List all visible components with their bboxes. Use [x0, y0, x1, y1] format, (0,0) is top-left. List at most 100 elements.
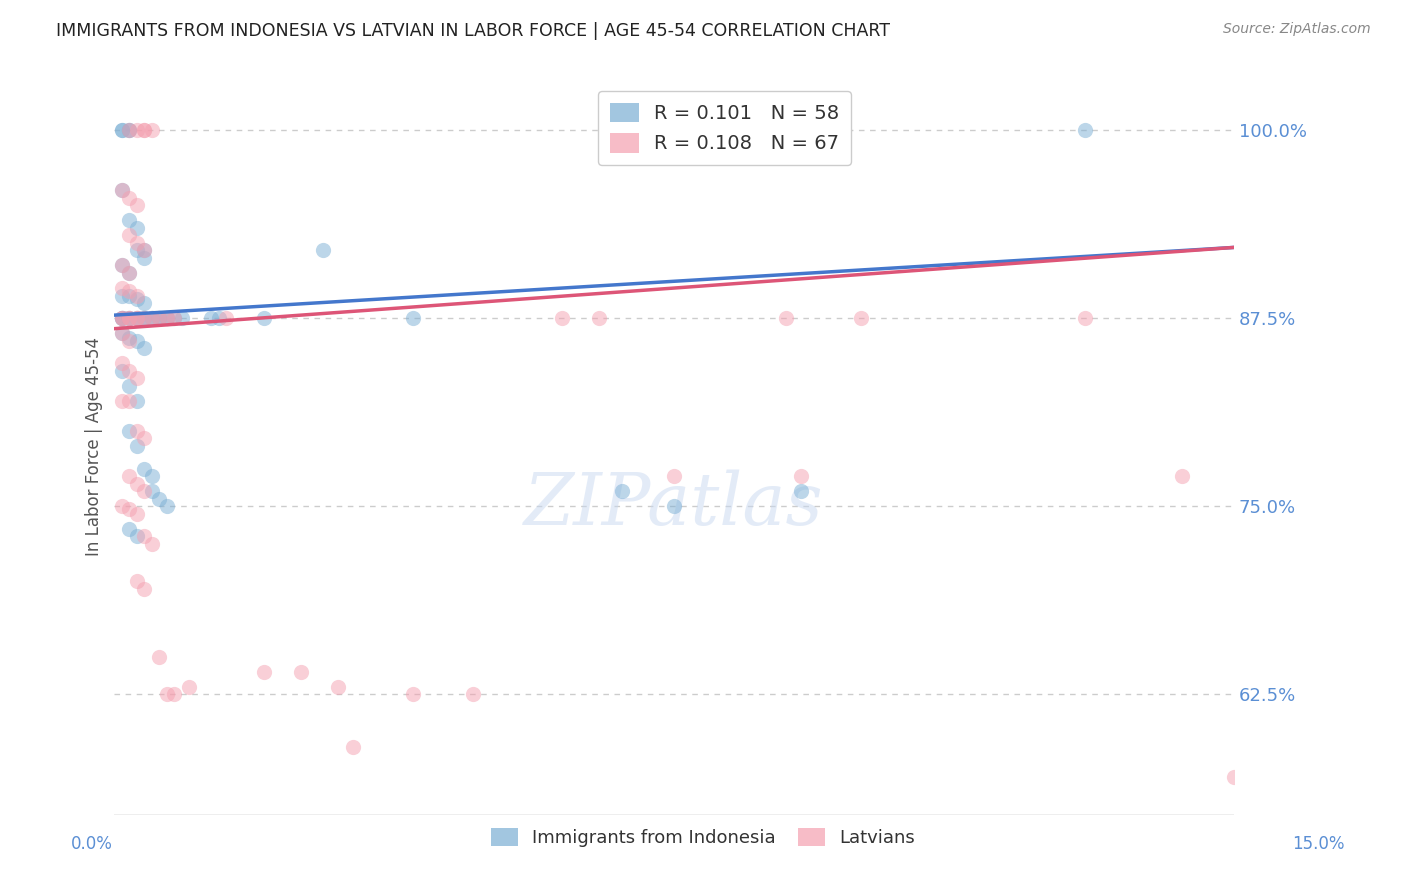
Point: [156, 311, 179, 326]
Point: [111, 123, 134, 137]
Point: [148, 311, 170, 326]
Point: [1073, 123, 1095, 137]
Point: [118, 123, 141, 137]
Point: [118, 311, 141, 326]
Point: [111, 183, 134, 197]
Point: [111, 393, 134, 408]
Legend: Immigrants from Indonesia, Latvians: Immigrants from Indonesia, Latvians: [484, 821, 922, 855]
Point: [1223, 770, 1246, 784]
Point: [118, 393, 141, 408]
Point: [118, 284, 141, 298]
Point: [118, 364, 141, 378]
Point: [790, 484, 813, 499]
Point: [402, 311, 425, 326]
Point: [134, 296, 156, 310]
Point: [200, 311, 222, 326]
Point: [134, 123, 156, 137]
Point: [134, 432, 156, 446]
Point: [111, 326, 134, 341]
Point: [125, 393, 148, 408]
Point: [118, 469, 141, 483]
Point: [125, 371, 148, 385]
Point: [134, 251, 156, 265]
Point: [111, 311, 134, 326]
Point: [134, 529, 156, 543]
Point: [141, 537, 163, 551]
Point: [790, 469, 813, 483]
Point: [125, 292, 148, 306]
Point: [163, 311, 186, 326]
Point: [328, 680, 350, 694]
Point: [125, 235, 148, 250]
Point: [156, 311, 179, 326]
Point: [141, 469, 163, 483]
Point: [118, 311, 141, 326]
Point: [111, 356, 134, 370]
Point: [125, 507, 148, 521]
Point: [156, 311, 179, 326]
Point: [118, 266, 141, 280]
Y-axis label: In Labor Force | Age 45-54: In Labor Force | Age 45-54: [86, 336, 103, 556]
Point: [170, 311, 193, 326]
Point: [118, 424, 141, 438]
Text: 0.0%: 0.0%: [70, 835, 112, 853]
Point: [111, 281, 134, 295]
Point: [134, 311, 156, 326]
Point: [111, 259, 134, 273]
Point: [111, 311, 134, 326]
Point: [125, 198, 148, 212]
Point: [111, 259, 134, 273]
Point: [148, 311, 170, 326]
Point: [215, 311, 238, 326]
Point: [253, 311, 276, 326]
Point: [134, 341, 156, 355]
Point: [111, 311, 134, 326]
Point: [111, 288, 134, 302]
Point: [118, 311, 141, 326]
Point: [125, 311, 148, 326]
Point: [775, 311, 797, 326]
Point: [134, 484, 156, 499]
Point: [118, 502, 141, 516]
Point: [610, 484, 633, 499]
Point: [125, 123, 148, 137]
Point: [118, 331, 141, 345]
Point: [148, 311, 170, 326]
Point: [111, 364, 134, 378]
Point: [141, 311, 163, 326]
Point: [118, 191, 141, 205]
Point: [588, 311, 610, 326]
Point: [849, 311, 872, 326]
Point: [125, 334, 148, 348]
Point: [134, 244, 156, 258]
Point: [148, 491, 170, 506]
Point: [118, 228, 141, 243]
Point: [118, 311, 141, 326]
Point: [141, 311, 163, 326]
Point: [290, 665, 312, 679]
Point: [125, 424, 148, 438]
Point: [111, 311, 134, 326]
Point: [551, 311, 574, 326]
Point: [1170, 469, 1192, 483]
Point: [342, 739, 364, 754]
Point: [141, 123, 163, 137]
Point: [111, 123, 134, 137]
Text: 15.0%: 15.0%: [1292, 835, 1346, 853]
Point: [118, 334, 141, 348]
Point: [125, 574, 148, 589]
Point: [125, 244, 148, 258]
Point: [118, 379, 141, 393]
Point: [662, 499, 685, 513]
Point: [461, 687, 484, 701]
Point: [148, 649, 170, 664]
Point: [141, 311, 163, 326]
Point: [118, 288, 141, 302]
Point: [111, 183, 134, 197]
Point: [134, 311, 156, 326]
Point: [125, 288, 148, 302]
Point: [125, 439, 148, 453]
Point: [111, 499, 134, 513]
Point: [141, 484, 163, 499]
Point: [1073, 311, 1095, 326]
